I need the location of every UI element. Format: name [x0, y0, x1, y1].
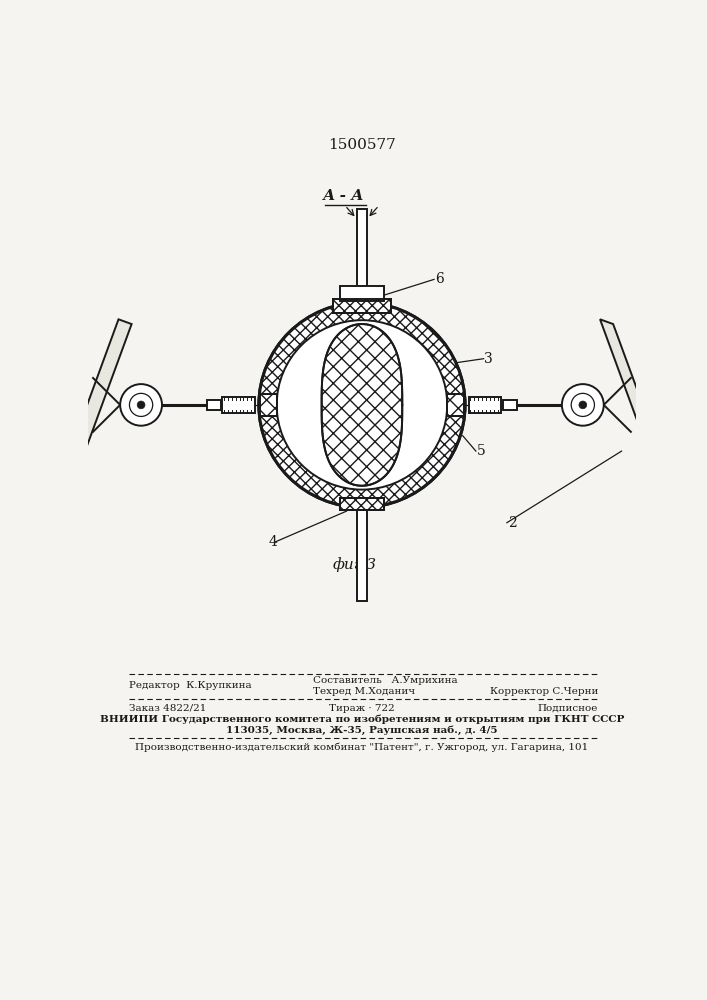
- Circle shape: [579, 401, 587, 409]
- Text: 6: 6: [436, 272, 444, 286]
- Circle shape: [571, 393, 595, 416]
- Text: Составитель   А.Умрихина: Составитель А.Умрихина: [313, 676, 457, 685]
- Bar: [340, 286, 384, 301]
- Bar: [332, 299, 392, 313]
- Text: фиг.3: фиг.3: [332, 558, 376, 572]
- Bar: [340, 498, 384, 510]
- Text: 113035, Москва, Ж-35, Раушская наб., д. 4/5: 113035, Москва, Ж-35, Раушская наб., д. …: [226, 725, 498, 735]
- Text: Заказ 4822/21: Заказ 4822/21: [129, 704, 206, 713]
- Circle shape: [137, 401, 145, 409]
- Text: Тираж · 722: Тираж · 722: [329, 704, 395, 713]
- Bar: [340, 498, 384, 510]
- Bar: [469, 397, 501, 413]
- Text: Корректор С.Черни: Корректор С.Черни: [490, 687, 598, 696]
- Text: 2: 2: [508, 516, 516, 530]
- Bar: [207, 400, 221, 410]
- Polygon shape: [322, 324, 402, 486]
- Text: 5: 5: [477, 444, 486, 458]
- Bar: [259, 394, 276, 416]
- Polygon shape: [600, 319, 674, 490]
- Circle shape: [259, 302, 465, 507]
- Text: Производственно-издательский комбинат "Патент", г. Ужгород, ул. Гагарина, 101: Производственно-издательский комбинат "П…: [135, 743, 588, 752]
- Bar: [332, 299, 392, 313]
- Polygon shape: [57, 319, 132, 490]
- Text: Техред М.Ходанич: Техред М.Ходанич: [313, 687, 415, 696]
- Bar: [223, 397, 255, 413]
- Text: ВНИИПИ Государственного комитета по изобретениям и открытиям при ГКНТ СССР: ВНИИПИ Государственного комитета по изоб…: [100, 714, 624, 724]
- Bar: [448, 394, 464, 416]
- Bar: [503, 400, 517, 410]
- Circle shape: [120, 384, 162, 426]
- Text: 3: 3: [484, 352, 493, 366]
- Text: 4: 4: [269, 535, 278, 549]
- Text: 1500577: 1500577: [328, 138, 396, 152]
- Bar: [357, 209, 368, 601]
- Text: Подписное: Подписное: [538, 704, 598, 713]
- Circle shape: [129, 393, 153, 416]
- Text: А - А: А - А: [323, 189, 365, 203]
- Bar: [448, 394, 464, 416]
- Circle shape: [276, 320, 448, 490]
- Text: Редактор  К.Крупкина: Редактор К.Крупкина: [129, 681, 251, 690]
- Circle shape: [562, 384, 604, 426]
- Bar: [259, 394, 276, 416]
